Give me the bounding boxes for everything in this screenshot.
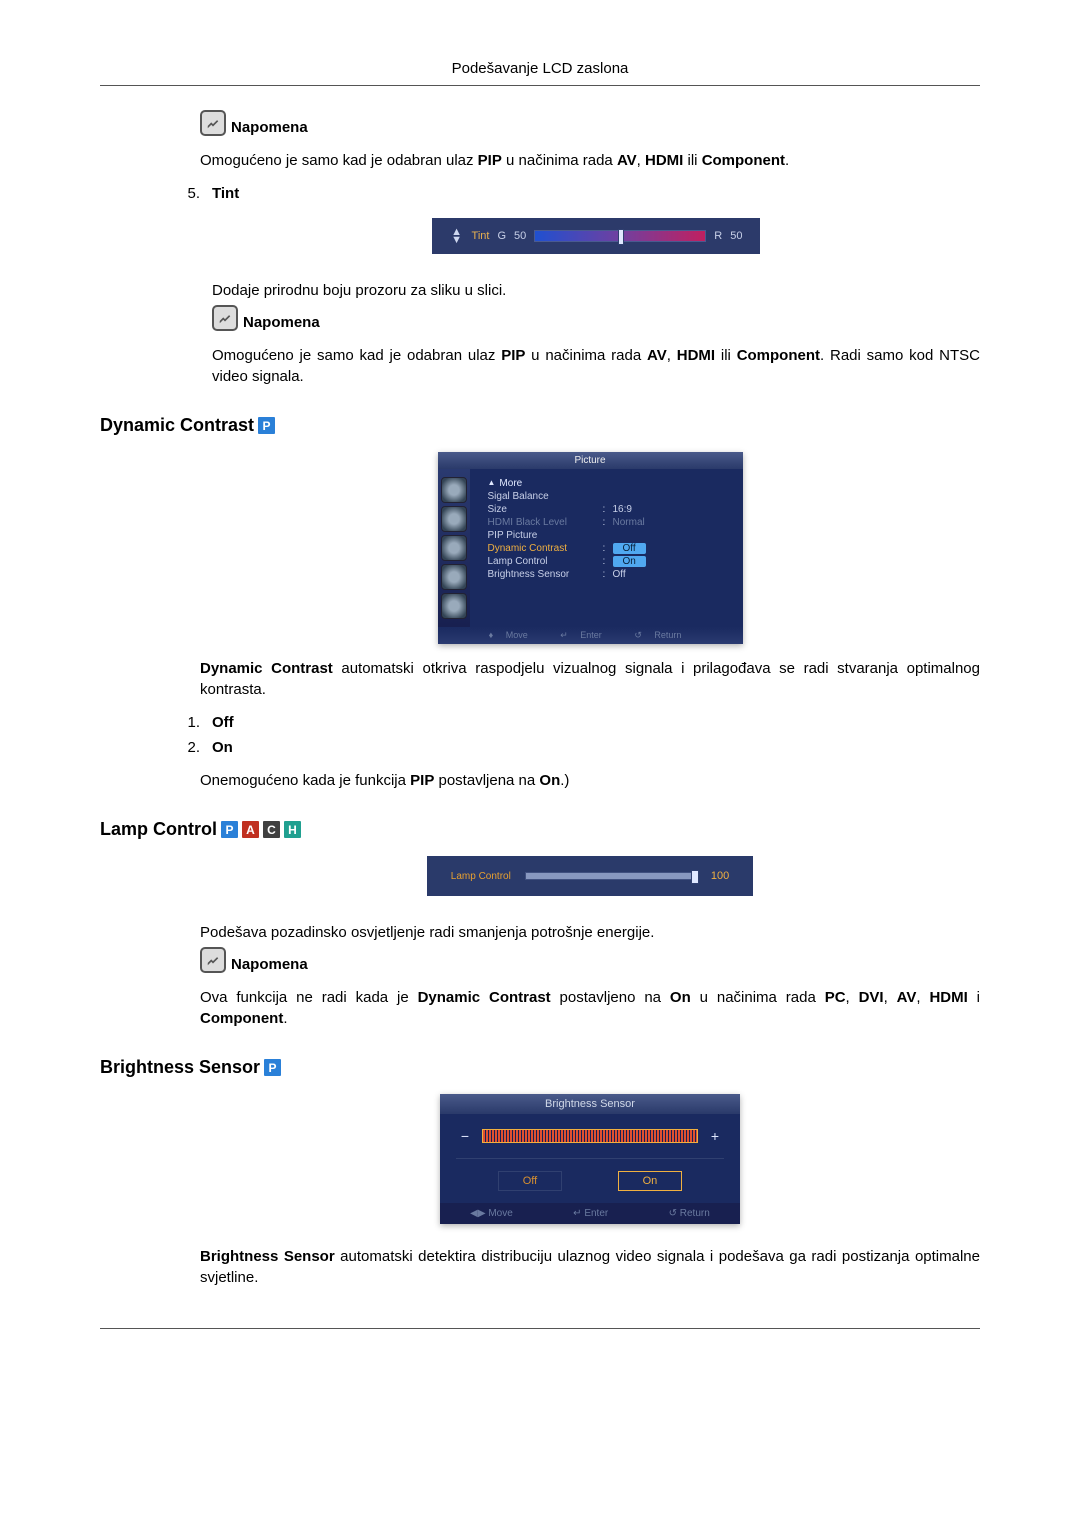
tint-up-down-arrows: ▲▼ (446, 228, 468, 244)
badge-h-icon: H (284, 821, 301, 838)
osd-sidebar (438, 469, 470, 627)
bs-foot-enter: ↵ Enter (573, 1208, 608, 1219)
osd-row-highlighted[interactable]: Dynamic Contrast:Off (488, 542, 731, 555)
lamp-widget-wrap: Lamp Control 100 (200, 856, 980, 900)
note-text: Ova funkcija ne radi kada je Dynamic Con… (200, 987, 980, 1029)
list-number: 5. (172, 185, 212, 387)
lamp-slider-track (525, 872, 697, 880)
osd-side-icon (441, 564, 467, 590)
bs-slider-track (482, 1129, 698, 1143)
badge-p-icon: P (221, 821, 238, 838)
note-text: Omogućeno je samo kad je odabran ulaz PI… (212, 345, 980, 387)
bs-heading-text: Brightness Sensor (100, 1057, 260, 1078)
note-label: Napomena (231, 119, 308, 136)
badge-p-icon: P (258, 417, 275, 434)
tint-g: G (493, 228, 510, 244)
osd-title: Picture (438, 452, 743, 469)
osd-row: Sigal Balance (488, 490, 731, 503)
tint-osd: ▲▼ Tint G 50 R 50 (432, 218, 761, 254)
note-row: Napomena (212, 305, 980, 331)
osd-side-icon (441, 535, 467, 561)
brightness-sensor-heading: Brightness Sensor P (100, 1057, 980, 1078)
note-icon (200, 110, 226, 136)
note-text: Omogućeno je samo kad je odabran ulaz PI… (200, 150, 980, 171)
lamp-osd: Lamp Control 100 (427, 856, 753, 896)
note-row: Napomena (200, 110, 980, 136)
osd-more: ▲More (488, 477, 731, 490)
badge-p-icon: P (264, 1059, 281, 1076)
dc-para: Dynamic Contrast automatski otkriva rasp… (200, 658, 980, 700)
lamp-heading-text: Lamp Control (100, 819, 217, 840)
bs-button-row: Off On (440, 1159, 740, 1203)
up-triangle-icon: ▲ (488, 478, 496, 489)
tint-widget-wrap: ▲▼ Tint G 50 R 50 (212, 218, 980, 258)
tint-osd-label: Tint (468, 228, 494, 244)
osd-footer: ♦ Move ↵ Enter ↺ Return (438, 627, 743, 644)
badge-c-icon: C (263, 821, 280, 838)
osd-row-highlighted: Lamp Control:On (488, 555, 731, 568)
list-item: 5. Tint ▲▼ Tint G 50 (200, 185, 980, 387)
dynamic-contrast-heading: Dynamic Contrast P (100, 415, 980, 436)
list-item: 1. Off (200, 714, 980, 731)
lamp-control-heading: Lamp Control P A C H (100, 819, 980, 840)
top-rule (100, 85, 980, 86)
bs-minus-icon[interactable]: − (456, 1128, 474, 1144)
bs-footer: ◀▶ Move ↵ Enter ↺ Return (440, 1203, 740, 1224)
lamp-value: 100 (705, 870, 735, 882)
dc-option-off: Off (212, 714, 234, 731)
picture-osd: Picture ▲More Sigal Balance Size:16:9 HD… (438, 452, 743, 644)
osd-row: Size:16:9 (488, 503, 731, 516)
tint-gval: 50 (510, 228, 530, 244)
lamp-desc: Podešava pozadinsko osvjetljenje radi sm… (200, 922, 980, 943)
bs-off-button[interactable]: Off (498, 1171, 562, 1191)
page-container: Podešavanje LCD zaslona Napomena Omoguće… (60, 40, 1020, 1389)
lamp-slider-handle[interactable] (691, 870, 699, 884)
tint-title: Tint (212, 185, 239, 202)
tint-desc: Dodaje prirodnu boju prozoru za sliku u … (212, 280, 980, 301)
osd-side-icon (441, 593, 467, 619)
dc-osd-wrap: Picture ▲More Sigal Balance Size:16:9 HD… (200, 452, 980, 644)
osd-side-icon (441, 506, 467, 532)
tint-r: R (710, 228, 726, 244)
bs-slider-row: − + (440, 1114, 740, 1158)
dc-option-on: On (212, 739, 233, 756)
note-label: Napomena (243, 314, 320, 331)
note-label: Napomena (231, 956, 308, 973)
note-row: Napomena (200, 947, 980, 973)
bs-osd-wrap: Brightness Sensor − + Off On ◀▶ Move ↵ E… (200, 1094, 980, 1224)
bs-on-button[interactable]: On (618, 1171, 683, 1191)
bottom-rule (100, 1328, 980, 1329)
osd-row: Brightness Sensor:Off (488, 568, 731, 581)
osd-row: PIP Picture (488, 529, 731, 542)
list-number: 1. (172, 714, 212, 731)
list-item: 2. On (200, 739, 980, 756)
note-icon (212, 305, 238, 331)
content-block: Napomena Omogućeno je samo kad je odabra… (200, 110, 980, 171)
list-number: 2. (172, 739, 212, 756)
osd-row-dim: HDMI Black Level:Normal (488, 516, 731, 529)
osd-main: ▲More Sigal Balance Size:16:9 HDMI Black… (470, 469, 743, 627)
tint-rval: 50 (726, 228, 746, 244)
tint-slider-handle[interactable] (618, 229, 624, 245)
dc-para2: Onemogućeno kada je funkcija PIP postavl… (200, 770, 980, 791)
bs-foot-return: ↺ Return (669, 1208, 710, 1219)
osd-side-icon (441, 477, 467, 503)
bs-osd-title: Brightness Sensor (440, 1094, 740, 1114)
lamp-osd-label: Lamp Control (445, 870, 517, 882)
bs-para: Brightness Sensor automatski detektira d… (200, 1246, 980, 1288)
tint-gradient-bar (534, 230, 706, 242)
bs-plus-icon[interactable]: + (706, 1128, 724, 1144)
bs-foot-move: ◀▶ Move (470, 1208, 513, 1219)
dc-heading-text: Dynamic Contrast (100, 415, 254, 436)
page-header-title: Podešavanje LCD zaslona (100, 60, 980, 77)
brightness-sensor-osd: Brightness Sensor − + Off On ◀▶ Move ↵ E… (440, 1094, 740, 1224)
tint-section: 5. Tint ▲▼ Tint G 50 (200, 185, 980, 387)
badge-a-icon: A (242, 821, 259, 838)
note-icon (200, 947, 226, 973)
